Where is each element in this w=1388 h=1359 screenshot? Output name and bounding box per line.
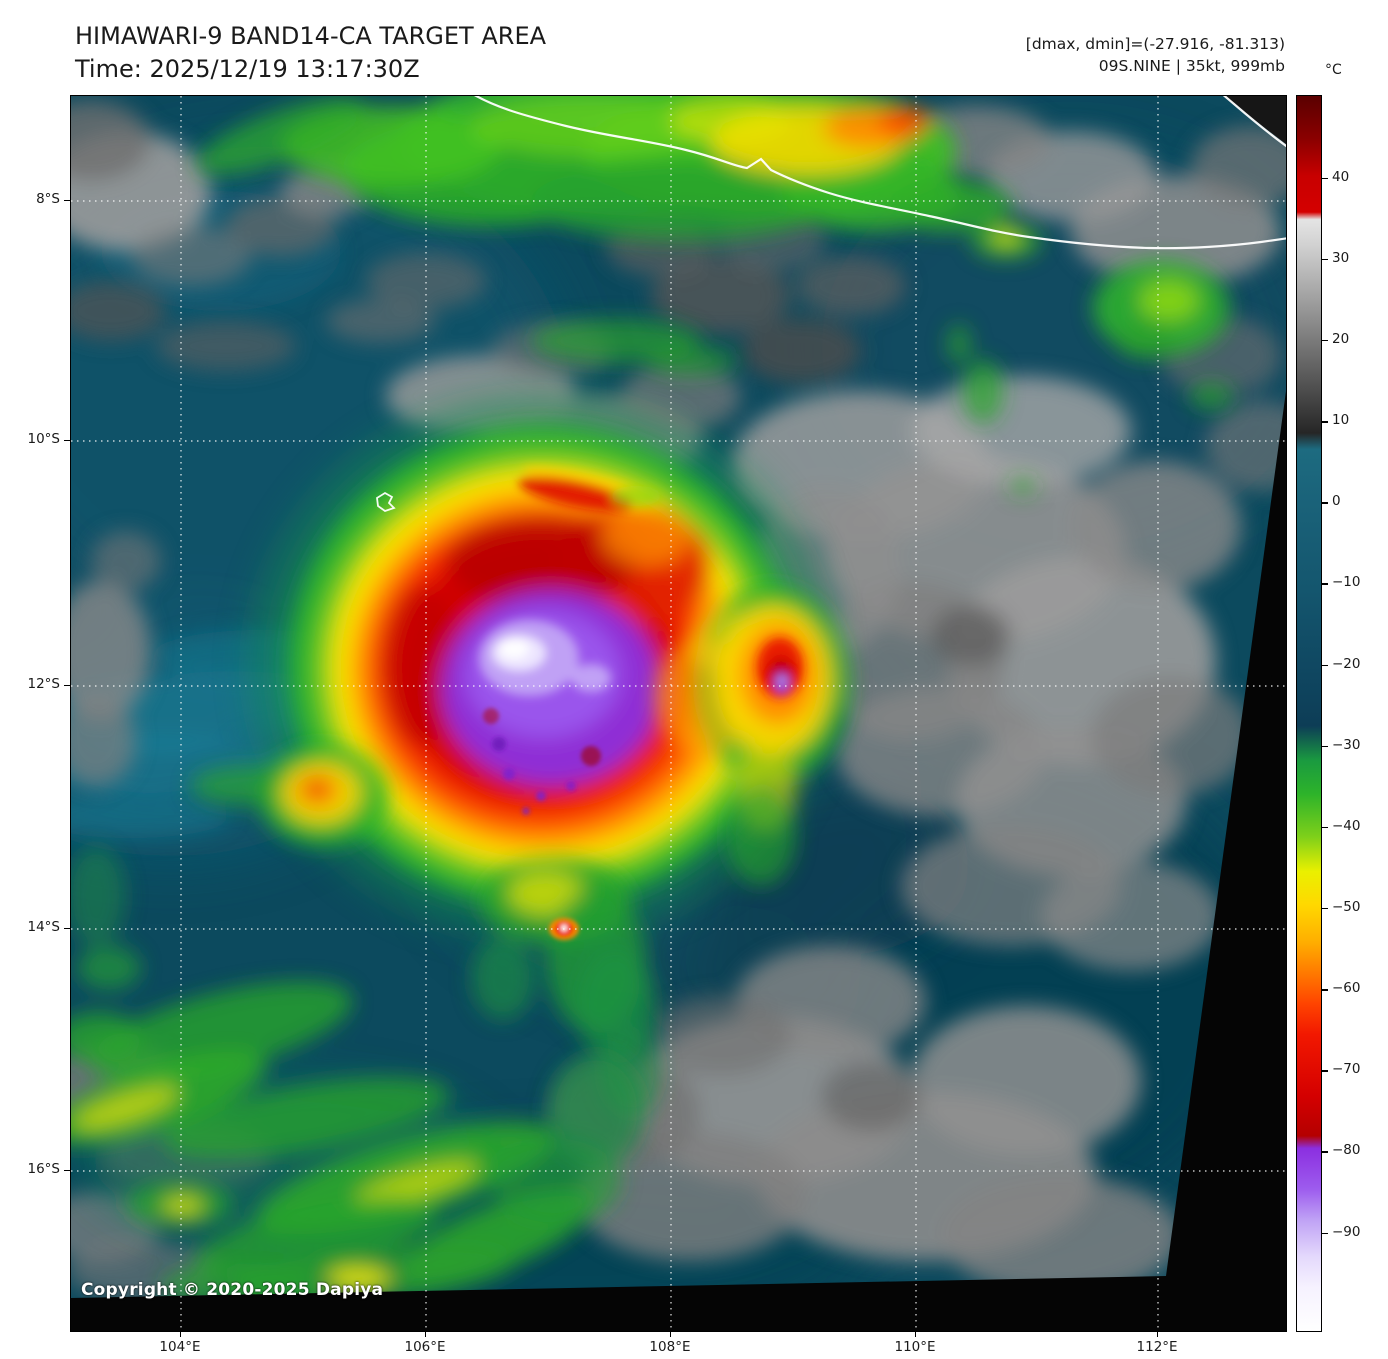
colorbar-unit-label: °C (1325, 62, 1342, 78)
southwest-rainbands (71, 846, 644, 1308)
title-block: HIMAWARI-9 BAND14-CA TARGET AREA Time: 2… (75, 20, 546, 86)
lon-tick-label: 110°E (894, 1339, 936, 1355)
colorbar-tick-label: 40 (1332, 168, 1350, 185)
lon-tick-mark (915, 1331, 917, 1337)
colorbar-tick-mark (1322, 340, 1328, 342)
colorbar-tick-mark (1322, 745, 1328, 748)
gray-cloud-layer (71, 101, 1286, 1301)
colorbar-tick-mark (1322, 1151, 1328, 1153)
lat-tick-label: 14°S (27, 919, 61, 935)
colorbar-tick-mark (1322, 583, 1328, 585)
header-readouts: [dmax, dmin]=(-27.916, -81.313) 09S.NINE… (1026, 33, 1285, 77)
lon-tick-mark (669, 1331, 672, 1337)
dmax-dmin-readout: [dmax, dmin]=(-27.916, -81.313) (1025, 35, 1285, 53)
tropical-cyclone (191, 394, 849, 1116)
colorbar-tick-mark (1322, 502, 1328, 504)
colorbar-tick-label: 30 (1332, 249, 1350, 266)
lat-tick-mark (64, 928, 70, 930)
coastline (376, 96, 1286, 512)
convection-top-band (195, 96, 1233, 496)
lat-tick-label: 12°S (27, 675, 61, 692)
lon-tick-label: 104°E (159, 1339, 201, 1355)
colorbar-tick-label: −50 (1332, 899, 1361, 916)
colorbar-tick-mark (1322, 258, 1328, 261)
grid-lines (71, 96, 1286, 1331)
colorbar-tick-mark (1322, 664, 1328, 667)
storm-info: 09S.NINE | 35kt, 999mb (1098, 57, 1285, 75)
colorbar-tick-label: −80 (1332, 1142, 1361, 1159)
figure-time: Time: 2025/12/19 13:17:30Z (75, 55, 420, 83)
colorbar-tick-label: −30 (1332, 736, 1361, 753)
colorbar-tick-mark (1322, 421, 1328, 423)
lat-tick-label: 10°S (27, 431, 61, 448)
latitude-axis: 8°S 10°S 12°S 14°S 16°S (0, 95, 70, 1330)
lon-tick-mark (1157, 1331, 1159, 1337)
lat-tick-label: 8°S (36, 190, 60, 207)
lon-tick-mark (425, 1331, 427, 1337)
colorbar-tick-label: 10 (1332, 412, 1350, 429)
lat-tick-mark (64, 440, 70, 442)
temperature-colorbar (1296, 95, 1322, 1332)
lat-tick-label: 16°S (27, 1160, 61, 1177)
colorbar-tick-mark (1322, 989, 1328, 991)
satellite-image (71, 96, 1286, 1331)
lat-tick-mark (64, 199, 70, 202)
colorbar-tick-mark (1322, 908, 1328, 910)
lon-tick-label: 108°E (649, 1339, 691, 1355)
colorbar-tick-label: 20 (1332, 331, 1350, 348)
copyright-watermark: Copyright © 2020-2025 Dapiya (81, 1280, 384, 1300)
colorbar-tick-label: −70 (1332, 1061, 1361, 1078)
colorbar-tick-mark (1322, 1232, 1328, 1235)
colorbar-tick-label: 0 (1332, 493, 1341, 510)
map-plot-area: Copyright © 2020-2025 Dapiya (70, 95, 1287, 1332)
colorbar-tick-mark (1322, 826, 1328, 829)
colorbar-tick-label: −20 (1332, 655, 1361, 672)
colorbar-tick-label: −60 (1332, 980, 1361, 997)
colorbar-tick-label: −40 (1332, 817, 1361, 834)
lat-tick-mark (64, 684, 70, 687)
longitude-axis: 104°E 106°E 108°E 110°E 112°E (70, 1331, 1285, 1359)
colorbar-tick-mark (1322, 177, 1328, 180)
colorbar-tick-labels: 40 30 20 10 0 −10 −20 −30 −40 −50 −60 −70 −80 −90 (1322, 95, 1386, 1330)
lon-tick-mark (179, 1331, 182, 1337)
lat-tick-mark (64, 1169, 70, 1172)
lon-tick-label: 106°E (404, 1339, 446, 1355)
lon-tick-label: 112°E (1136, 1339, 1178, 1355)
colorbar-tick-mark (1322, 1070, 1328, 1072)
figure-title: HIMAWARI-9 BAND14-CA TARGET AREA (75, 22, 547, 50)
colorbar-tick-label: −90 (1332, 1223, 1361, 1240)
colorbar-tick-label: −10 (1332, 574, 1361, 591)
